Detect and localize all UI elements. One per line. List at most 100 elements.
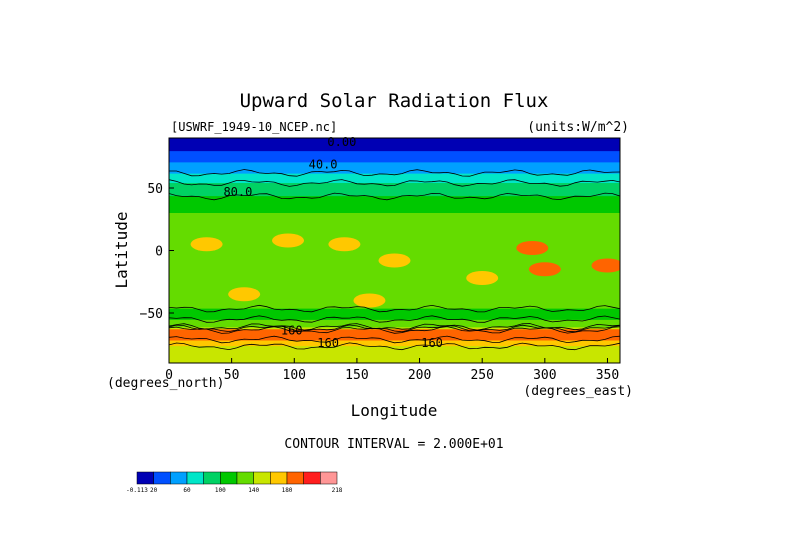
heat-band: [169, 179, 620, 182]
colorbar-label: 20: [150, 487, 158, 494]
heat-band: [169, 181, 620, 184]
x-unit-label: (degrees_east): [523, 384, 633, 399]
x-tick-label: 100: [283, 368, 306, 383]
heat-band: [169, 278, 620, 282]
heat-band: [169, 143, 620, 147]
heat-band: [169, 357, 620, 360]
heat-band: [169, 250, 620, 253]
heat-band: [169, 293, 620, 297]
heat-band: [169, 284, 620, 287]
heat-band: [169, 139, 620, 143]
contour-label: 40.0: [309, 157, 338, 171]
heat-hotspot: [190, 237, 223, 252]
heat-band: [169, 231, 620, 235]
colorbar-swatch: [236, 471, 254, 485]
heat-band: [169, 214, 620, 218]
heat-band: [169, 175, 620, 178]
heat-band: [169, 156, 620, 160]
colorbar-swatch: [320, 471, 338, 485]
heat-band: [169, 349, 620, 353]
heat-band: [169, 158, 620, 162]
heat-band: [169, 344, 620, 347]
heat-band: [169, 299, 620, 302]
colorbar-label: 218: [332, 487, 343, 494]
heat-band: [169, 306, 620, 310]
heat-band: [169, 190, 620, 193]
heat-band: [169, 183, 620, 186]
colorbar-label: -0.113: [126, 487, 148, 494]
heat-band: [169, 154, 620, 158]
heat-band: [169, 184, 620, 188]
x-axis-label: Longitude: [351, 401, 438, 420]
heat-band: [169, 222, 620, 225]
heat-band: [169, 166, 620, 169]
heat-band: [169, 192, 620, 195]
contour-line: [169, 342, 620, 351]
heat-hotspot: [228, 287, 261, 302]
x-tick-label: 300: [533, 368, 556, 383]
heat-band: [169, 213, 620, 216]
contour-line: [169, 315, 620, 323]
colorbar-label: 140: [248, 487, 259, 494]
colorbar-swatch: [220, 471, 238, 485]
heat-band: [169, 228, 620, 231]
heat-band: [169, 351, 620, 355]
x-tick-label: 250: [470, 368, 493, 383]
contour-line: [169, 169, 620, 177]
heat-band: [169, 340, 620, 343]
heat-band: [169, 239, 620, 242]
heat-band: [169, 177, 620, 180]
contour-lines: [169, 169, 620, 351]
heat-band: [169, 216, 620, 220]
heat-hotspots: [190, 233, 620, 308]
heat-band: [169, 333, 620, 336]
heat-band: [169, 169, 620, 173]
x-tick-label: 350: [596, 368, 619, 383]
heat-band: [169, 237, 620, 240]
heat-band: [169, 248, 620, 252]
heat-band: [169, 209, 620, 212]
heat-band: [169, 303, 620, 306]
heat-band: [169, 243, 620, 246]
contour-label: 160: [421, 336, 443, 350]
heat-band: [169, 267, 620, 270]
colorbar-label: 180: [282, 487, 293, 494]
heat-band: [169, 310, 620, 313]
heat-band: [169, 271, 620, 274]
contour-label: 80.0: [223, 185, 252, 199]
heat-band: [169, 288, 620, 291]
heat-band: [169, 171, 620, 175]
heat-band: [169, 359, 620, 362]
heat-band: [169, 289, 620, 293]
colorbar-label: 60: [183, 487, 191, 494]
heat-band: [169, 205, 620, 208]
heat-band: [169, 244, 620, 248]
heat-band: [169, 246, 620, 250]
heat-band: [169, 312, 620, 315]
colorbar-swatch: [270, 471, 288, 485]
heat-band: [169, 331, 620, 334]
y-axis-label: Latitude: [112, 211, 131, 288]
file-label: [USWRF_1949-10_NCEP.nc]: [171, 120, 337, 134]
x-tick-label: 200: [408, 368, 431, 383]
heat-band: [169, 316, 620, 319]
heat-hotspot: [353, 293, 386, 308]
heat-band: [169, 329, 620, 332]
chart-title: Upward Solar Radiation Flux: [240, 90, 549, 112]
contour-line: [169, 304, 620, 313]
heat-band: [169, 145, 620, 148]
x-tick-label: 150: [345, 368, 368, 383]
colorbar-swatch: [136, 471, 154, 485]
heat-band: [169, 355, 620, 358]
heat-band: [169, 314, 620, 317]
heat-band: [169, 220, 620, 223]
contour-line: [169, 192, 620, 201]
heat-band: [169, 138, 620, 141]
heat-band: [169, 342, 620, 345]
heat-band: [169, 233, 620, 237]
heat-band: [169, 241, 620, 244]
heat-band: [169, 188, 620, 192]
x-tick-label: 50: [224, 368, 240, 383]
heat-band: [169, 201, 620, 205]
heat-band: [169, 273, 620, 276]
